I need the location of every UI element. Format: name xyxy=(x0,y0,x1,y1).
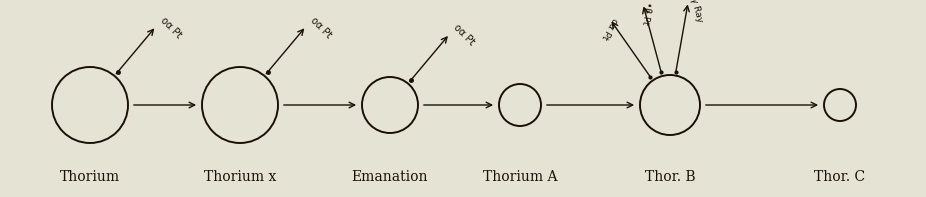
Text: Thor. B: Thor. B xyxy=(644,170,695,184)
Text: Thorium: Thorium xyxy=(60,170,120,184)
Text: •β Pt: •β Pt xyxy=(640,1,653,25)
Text: oα Pt: oα Pt xyxy=(308,15,333,40)
Text: oα Pt: oα Pt xyxy=(452,23,477,48)
Text: Emanation: Emanation xyxy=(352,170,428,184)
Text: oα Pt: oα Pt xyxy=(158,15,183,40)
Text: γ Ray: γ Ray xyxy=(689,0,705,23)
Text: Thorium x: Thorium x xyxy=(204,170,276,184)
Text: Thor. C: Thor. C xyxy=(815,170,866,184)
Text: oα Pt: oα Pt xyxy=(599,16,619,41)
Text: Thorium A: Thorium A xyxy=(482,170,557,184)
